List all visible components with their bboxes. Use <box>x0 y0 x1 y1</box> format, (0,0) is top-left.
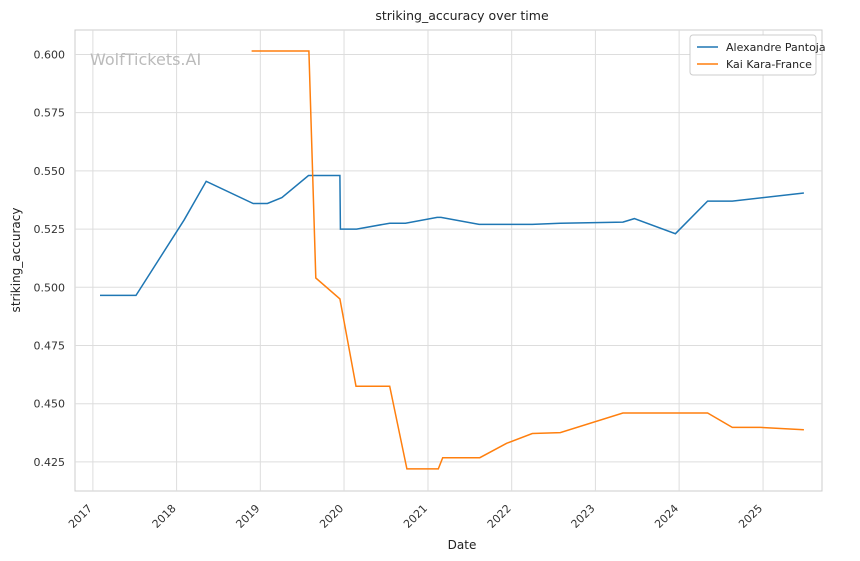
grid <box>75 30 822 491</box>
x-tick-label: 2017 <box>66 502 95 531</box>
y-tick-label: 0.550 <box>34 165 66 178</box>
legend-label: Kai Kara-France <box>726 58 812 71</box>
x-tick-label: 2022 <box>485 502 514 531</box>
watermark-text: WolfTickets.AI <box>90 50 201 69</box>
x-tick-label: 2023 <box>569 502 598 531</box>
y-tick-label: 0.450 <box>34 398 66 411</box>
x-axis-ticks: 2017 2018 2019 2020 2021 2022 2023 2024 2025 <box>66 502 765 531</box>
y-tick-label: 0.500 <box>34 281 66 294</box>
x-tick-label: 2021 <box>401 502 430 531</box>
x-tick-label: 2018 <box>150 502 179 531</box>
series-lines <box>100 50 804 470</box>
legend-label: Alexandre Pantoja <box>726 41 826 54</box>
y-tick-label: 0.600 <box>34 48 66 61</box>
legend-box <box>689 34 817 76</box>
x-axis-label: Date <box>448 538 477 552</box>
series-line-0 <box>100 174 804 297</box>
x-tick-label: 2025 <box>736 502 765 531</box>
y-tick-label: 0.475 <box>34 339 66 352</box>
x-tick-label: 2019 <box>233 502 262 531</box>
y-axis-ticks: 0.425 0.450 0.475 0.500 0.525 0.550 0.575 0.600 <box>34 48 66 468</box>
y-tick-label: 0.425 <box>34 456 66 469</box>
y-axis-label: striking_accuracy <box>9 208 23 313</box>
y-tick-label: 0.575 <box>34 107 66 120</box>
chart-title: striking_accuracy over time <box>375 8 549 23</box>
plot-area <box>74 29 823 492</box>
legend: Alexandre Pantoja Kai Kara-France <box>689 34 826 76</box>
x-tick-label: 2024 <box>652 502 681 531</box>
x-tick-label: 2020 <box>317 502 346 531</box>
y-tick-label: 0.525 <box>34 223 66 236</box>
series-line-1 <box>251 50 804 470</box>
